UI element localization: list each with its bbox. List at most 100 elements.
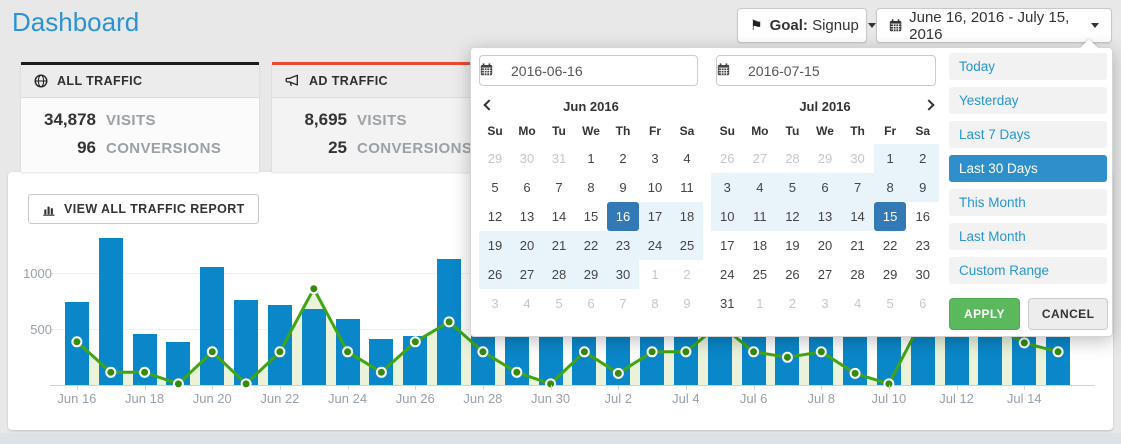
calendar-day[interactable]: 11 — [743, 202, 777, 231]
calendar-day[interactable]: 13 — [808, 202, 842, 231]
calendar-day[interactable]: 5 — [776, 173, 809, 202]
calendar-day[interactable]: 18 — [671, 202, 703, 231]
calendar-day[interactable]: 4 — [743, 173, 777, 202]
calendar-day[interactable]: 4 — [523, 296, 531, 311]
calendar-day[interactable]: 20 — [817, 238, 833, 253]
calendar-day[interactable]: 30 — [850, 151, 865, 166]
calendar-day[interactable]: 6 — [808, 173, 842, 202]
calendar-day[interactable]: 4 — [853, 296, 862, 311]
calendar-day[interactable]: 29 — [575, 260, 607, 289]
calendar-day[interactable]: 8 — [873, 173, 907, 202]
calendar-day[interactable]: 30 — [915, 267, 930, 282]
calendar-day[interactable]: 1 — [756, 296, 764, 311]
calendar-day[interactable]: 9 — [619, 180, 627, 195]
calendar-day[interactable]: 10 — [711, 202, 744, 231]
calendar-day[interactable]: 17 — [639, 202, 671, 231]
calendar-day[interactable]: 6 — [919, 296, 927, 311]
calendar-day[interactable]: 28 — [850, 267, 865, 282]
range-shortcut-last-30-days[interactable]: Last 30 Days — [949, 155, 1107, 182]
calendar-day[interactable]: 21 — [543, 231, 575, 260]
start-date-input[interactable] — [479, 55, 698, 86]
line-marker — [172, 378, 184, 390]
calendar-day[interactable]: 1 — [587, 151, 595, 166]
calendar-day[interactable]: 10 — [647, 180, 663, 195]
calendar-day[interactable]: 15 — [873, 202, 907, 231]
calendar-day[interactable]: 12 — [487, 209, 503, 224]
calendar-day[interactable]: 5 — [555, 296, 563, 311]
calendar-day[interactable]: 30 — [519, 151, 535, 166]
calendar-day[interactable]: 1 — [873, 144, 907, 173]
calendar-day[interactable]: 21 — [850, 238, 865, 253]
calendar-day[interactable]: 28 — [543, 260, 575, 289]
calendar-day[interactable]: 3 — [651, 151, 659, 166]
cancel-button[interactable]: CANCEL — [1027, 298, 1109, 330]
calendar-day[interactable]: 22 — [575, 231, 607, 260]
calendar-day[interactable]: 24 — [639, 231, 671, 260]
calendar-day[interactable]: 26 — [785, 267, 800, 282]
calendar-day[interactable]: 14 — [551, 209, 567, 224]
calendar-day[interactable]: 9 — [683, 296, 691, 311]
range-shortcut-this-month[interactable]: This Month — [949, 189, 1107, 216]
calendar-day[interactable]: 7 — [841, 173, 874, 202]
calendar-day[interactable]: 27 — [817, 267, 833, 282]
calendar-day[interactable]: 27 — [752, 151, 768, 166]
calendar-day[interactable]: 1 — [651, 267, 659, 282]
calendar-day[interactable]: 19 — [785, 238, 800, 253]
calendar-day[interactable]: 23 — [915, 238, 930, 253]
calendar-day[interactable]: 16 — [915, 209, 930, 224]
calendar-day[interactable]: 16 — [607, 202, 639, 231]
calendar-day[interactable]: 12 — [776, 202, 809, 231]
calendar-day[interactable]: 19 — [479, 231, 511, 260]
range-shortcut-yesterday[interactable]: Yesterday — [949, 87, 1107, 114]
range-shortcut-custom-range[interactable]: Custom Range — [949, 257, 1107, 284]
calendar-day[interactable]: 20 — [511, 231, 543, 260]
calendar-day[interactable]: 29 — [817, 151, 833, 166]
calendar-day[interactable]: 13 — [519, 209, 535, 224]
calendar-day[interactable]: 31 — [720, 296, 735, 311]
calendar-day[interactable]: 27 — [511, 260, 543, 289]
calendar-day[interactable]: 2 — [906, 144, 939, 173]
calendar-day[interactable]: 18 — [752, 238, 768, 253]
view-all-traffic-report-button[interactable]: VIEW ALL TRAFFIC REPORT — [28, 194, 259, 224]
calendar-day[interactable]: 25 — [752, 267, 768, 282]
calendar-day[interactable]: 2 — [683, 267, 691, 282]
calendar-day[interactable]: 4 — [683, 151, 691, 166]
calendar-day[interactable]: 5 — [491, 180, 499, 195]
range-shortcut-last-month[interactable]: Last Month — [949, 223, 1107, 250]
calendar-day[interactable]: 2 — [788, 296, 797, 311]
range-shortcut-last-7-days[interactable]: Last 7 Days — [949, 121, 1107, 148]
calendar-day[interactable]: 26 — [720, 151, 735, 166]
calendar-day[interactable]: 25 — [671, 231, 703, 260]
range-shortcut-today[interactable]: Today — [949, 53, 1107, 80]
calendar-day[interactable]: 8 — [587, 180, 595, 195]
date-range-dropdown-button[interactable]: June 16, 2016 - July 15, 2016 — [876, 8, 1112, 43]
end-date-input[interactable] — [716, 55, 936, 86]
calendar-day[interactable]: 15 — [583, 209, 599, 224]
all-traffic-card[interactable]: ALL TRAFFIC 34,878 VISITS 96 CONVERSIONS — [21, 62, 259, 172]
calendar-day[interactable]: 8 — [651, 296, 659, 311]
calendar-day[interactable]: 29 — [487, 151, 503, 166]
calendar-day[interactable]: 17 — [720, 238, 735, 253]
calendar-day[interactable]: 30 — [607, 260, 639, 289]
calendar-day[interactable]: 5 — [886, 296, 894, 311]
calendar-day[interactable]: 24 — [720, 267, 735, 282]
calendar-day[interactable]: 28 — [785, 151, 800, 166]
calendar-day[interactable]: 31 — [551, 151, 567, 166]
calendar-day[interactable]: 11 — [680, 180, 694, 195]
calendar-day[interactable]: 9 — [906, 173, 939, 202]
calendar-day[interactable]: 6 — [523, 180, 531, 195]
calendar-day[interactable]: 23 — [607, 231, 639, 260]
calendar-day[interactable]: 14 — [841, 202, 874, 231]
calendar-day[interactable]: 3 — [711, 173, 744, 202]
calendar-day[interactable]: 7 — [619, 296, 627, 311]
calendar-day[interactable]: 29 — [882, 267, 898, 282]
calendar-day[interactable]: 3 — [821, 296, 829, 311]
calendar-day[interactable]: 26 — [479, 260, 511, 289]
calendar-day[interactable]: 22 — [882, 238, 898, 253]
calendar-day[interactable]: 2 — [619, 151, 627, 166]
apply-button[interactable]: APPLY — [949, 298, 1020, 330]
calendar-day[interactable]: 6 — [587, 296, 595, 311]
calendar-day[interactable]: 3 — [491, 296, 499, 311]
goal-dropdown-button[interactable]: ⚑ Goal: Signup — [737, 8, 876, 43]
calendar-day[interactable]: 7 — [555, 180, 563, 195]
